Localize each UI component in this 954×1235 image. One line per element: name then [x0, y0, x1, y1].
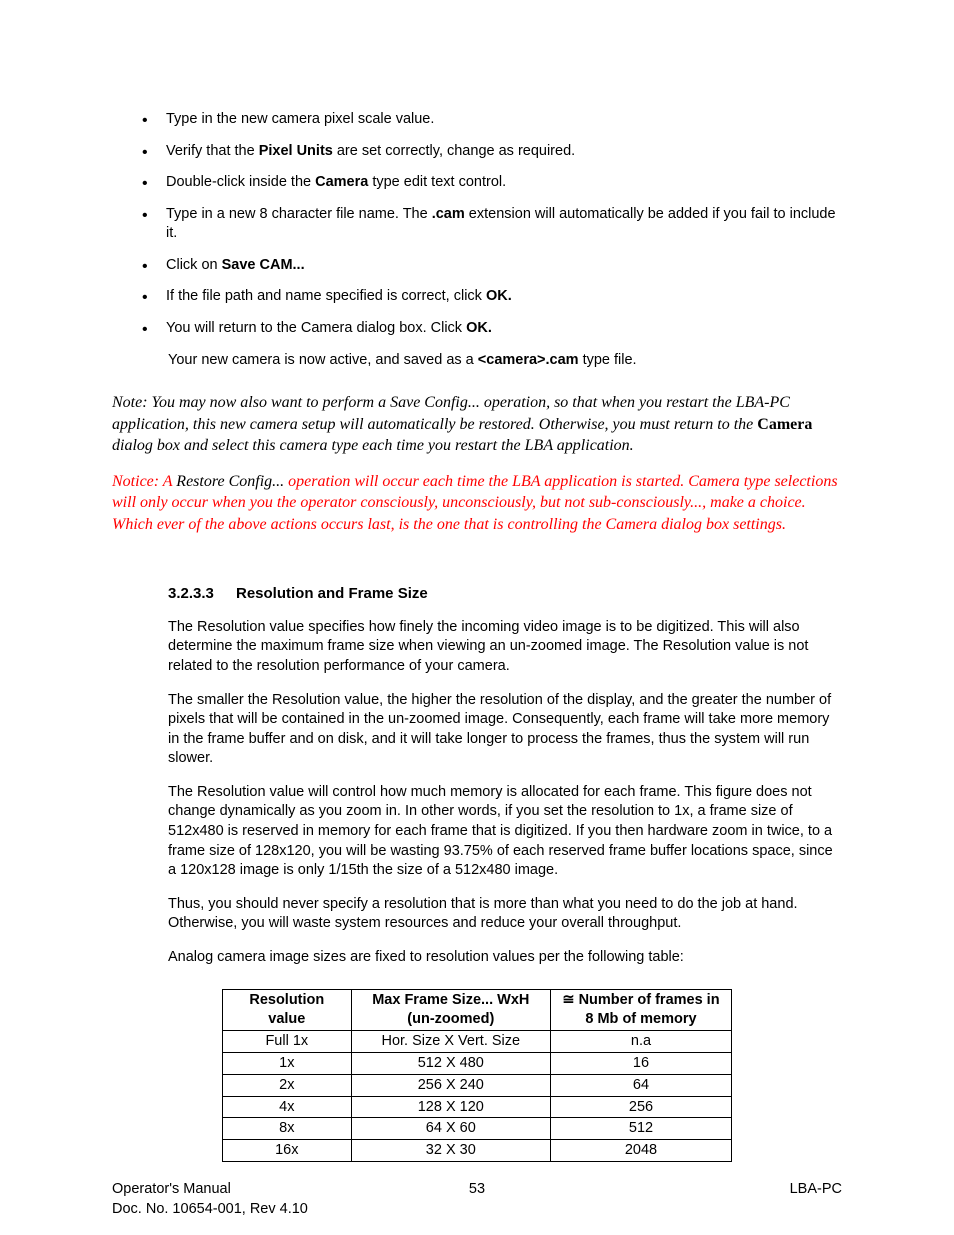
- table-row: 8x 64 X 60 512: [223, 1118, 732, 1140]
- note-paragraph: Note: You may now also want to perform a…: [112, 392, 842, 457]
- list-text: Click on: [166, 257, 222, 273]
- table-row: 2x 256 X 240 64: [223, 1074, 732, 1096]
- list-item: Verify that the Pixel Units are set corr…: [112, 142, 842, 162]
- list-item: Type in a new 8 character file name. The…: [112, 205, 842, 244]
- table-cell: 256 X 240: [351, 1074, 550, 1096]
- note-text: dialog box and select this camera type e…: [112, 437, 634, 454]
- list-bold: .cam: [432, 206, 465, 222]
- page-number: 53: [469, 1181, 485, 1197]
- table-header: ≅ Number of frames in 8 Mb of memory: [550, 990, 731, 1031]
- section-title: Resolution and Frame Size: [236, 585, 428, 602]
- list-item: Type in the new camera pixel scale value…: [112, 110, 842, 130]
- table-cell: 512: [550, 1118, 731, 1140]
- bold-text: <camera>.cam: [478, 352, 579, 368]
- instruction-list: Type in the new camera pixel scale value…: [112, 110, 842, 339]
- table-cell: Full 1x: [223, 1031, 352, 1053]
- table-cell: 16: [550, 1052, 731, 1074]
- list-text: If the file path and name specified is c…: [166, 288, 486, 304]
- table-row: Full 1x Hor. Size X Vert. Size n.a: [223, 1031, 732, 1053]
- list-item: Double-click inside the Camera type edit…: [112, 173, 842, 193]
- note-text: Note: You may now also want to perform a…: [112, 394, 790, 433]
- footer-center: 53: [112, 1180, 842, 1200]
- body-paragraph: Analog camera image sizes are fixed to r…: [112, 948, 842, 968]
- notice-black: Restore Config...: [176, 473, 284, 490]
- table-row: 1x 512 X 480 16: [223, 1052, 732, 1074]
- table-cell: 2x: [223, 1074, 352, 1096]
- list-text: type edit text control.: [368, 174, 506, 190]
- notice-lead: Notice: A: [112, 473, 176, 490]
- list-text: You will return to the Camera dialog box…: [166, 320, 466, 336]
- body-paragraph: The smaller the Resolution value, the hi…: [112, 691, 842, 769]
- list-bold: OK.: [466, 320, 492, 336]
- list-item: If the file path and name specified is c…: [112, 287, 842, 307]
- table-cell: 256: [550, 1096, 731, 1118]
- body-paragraph: Thus, you should never specify a resolut…: [112, 895, 842, 934]
- table-header: Max Frame Size... WxH (un-zoomed): [351, 990, 550, 1031]
- table-cell: 4x: [223, 1096, 352, 1118]
- table-header-row: Resolution value Max Frame Size... WxH (…: [223, 990, 732, 1031]
- list-item: Click on Save CAM...: [112, 256, 842, 276]
- note-bold: Camera: [757, 416, 812, 433]
- table-row: 4x 128 X 120 256: [223, 1096, 732, 1118]
- list-text: Type in the new camera pixel scale value…: [166, 111, 434, 127]
- list-text: Type in a new 8 character file name. The: [166, 206, 432, 222]
- section-number: 3.2.3.3: [168, 584, 236, 604]
- list-item: You will return to the Camera dialog box…: [112, 319, 842, 339]
- table-cell: 512 X 480: [351, 1052, 550, 1074]
- table-cell: 32 X 30: [351, 1140, 550, 1162]
- section-heading: 3.2.3.3Resolution and Frame Size: [168, 584, 842, 604]
- document-page: Type in the new camera pixel scale value…: [0, 0, 954, 1235]
- list-text: Verify that the: [166, 143, 259, 159]
- table-cell: 64: [550, 1074, 731, 1096]
- table-cell: 1x: [223, 1052, 352, 1074]
- body-paragraph: The Resolution value specifies how finel…: [112, 618, 842, 677]
- table-cell: 2048: [550, 1140, 731, 1162]
- list-text: Double-click inside the: [166, 174, 315, 190]
- list-bold: OK.: [486, 288, 512, 304]
- resolution-table-wrap: Resolution value Max Frame Size... WxH (…: [222, 989, 732, 1162]
- text: Your new camera is now active, and saved…: [168, 352, 478, 368]
- closing-paragraph: Your new camera is now active, and saved…: [112, 351, 842, 371]
- table-cell: n.a: [550, 1031, 731, 1053]
- list-text: are set correctly, change as required.: [333, 143, 575, 159]
- table-cell: 16x: [223, 1140, 352, 1162]
- table-row: 16x 32 X 30 2048: [223, 1140, 732, 1162]
- resolution-table: Resolution value Max Frame Size... WxH (…: [222, 989, 732, 1162]
- body-paragraph: The Resolution value will control how mu…: [112, 783, 842, 881]
- footer-doc-no: Doc. No. 10654-001, Rev 4.10: [112, 1201, 308, 1217]
- table-cell: Hor. Size X Vert. Size: [351, 1031, 550, 1053]
- table-cell: 8x: [223, 1118, 352, 1140]
- text: type file.: [579, 352, 637, 368]
- footer-product: LBA-PC: [790, 1181, 842, 1197]
- table-header: Resolution value: [223, 990, 352, 1031]
- table-cell: 64 X 60: [351, 1118, 550, 1140]
- list-bold: Save CAM...: [222, 257, 305, 273]
- notice-paragraph: Notice: A Restore Config... operation wi…: [112, 471, 842, 536]
- list-bold: Camera: [315, 174, 368, 190]
- list-bold: Pixel Units: [259, 143, 333, 159]
- table-cell: 128 X 120: [351, 1096, 550, 1118]
- footer-right: LBA-PC: [790, 1180, 842, 1200]
